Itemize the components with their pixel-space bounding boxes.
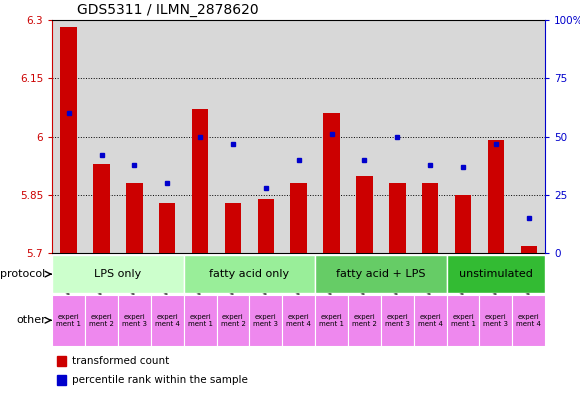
Bar <box>315 255 447 293</box>
Bar <box>258 199 274 253</box>
Bar <box>414 295 447 346</box>
Text: experi
ment 1: experi ment 1 <box>451 314 476 327</box>
Text: experi
ment 3: experi ment 3 <box>253 314 278 327</box>
Bar <box>422 184 438 253</box>
Text: experi
ment 4: experi ment 4 <box>155 314 180 327</box>
Text: experi
ment 2: experi ment 2 <box>89 314 114 327</box>
Text: protocol: protocol <box>1 269 46 279</box>
Bar <box>159 203 175 253</box>
Bar <box>57 375 66 385</box>
Bar <box>184 255 315 293</box>
Bar <box>480 295 512 346</box>
Bar <box>315 295 348 346</box>
Bar <box>381 295 414 346</box>
Text: experi
ment 3: experi ment 3 <box>385 314 410 327</box>
Bar <box>348 295 381 346</box>
Bar <box>118 295 151 346</box>
Bar <box>126 184 143 253</box>
Bar <box>57 356 66 366</box>
Bar <box>60 28 77 253</box>
Text: fatty acid only: fatty acid only <box>209 269 289 279</box>
Bar <box>216 295 249 346</box>
Bar <box>184 295 216 346</box>
Text: unstimulated: unstimulated <box>459 269 533 279</box>
Bar <box>389 184 405 253</box>
Text: experi
ment 1: experi ment 1 <box>56 314 81 327</box>
Bar <box>521 246 537 253</box>
Bar <box>85 295 118 346</box>
Text: experi
ment 3: experi ment 3 <box>483 314 509 327</box>
Bar <box>356 176 372 253</box>
Text: GDS5311 / ILMN_2878620: GDS5311 / ILMN_2878620 <box>77 3 259 17</box>
Bar <box>447 295 480 346</box>
Bar <box>249 295 282 346</box>
Text: experi
ment 4: experi ment 4 <box>516 314 541 327</box>
Bar <box>512 295 545 346</box>
Text: experi
ment 1: experi ment 1 <box>187 314 213 327</box>
Text: experi
ment 4: experi ment 4 <box>418 314 443 327</box>
Text: experi
ment 3: experi ment 3 <box>122 314 147 327</box>
Text: experi
ment 4: experi ment 4 <box>287 314 311 327</box>
Bar <box>324 113 340 253</box>
Bar <box>455 195 471 253</box>
Text: experi
ment 2: experi ment 2 <box>352 314 377 327</box>
Bar <box>291 184 307 253</box>
Bar <box>93 164 110 253</box>
Text: other: other <box>16 315 46 325</box>
Bar <box>192 109 208 253</box>
Text: experi
ment 1: experi ment 1 <box>319 314 344 327</box>
Text: percentile rank within the sample: percentile rank within the sample <box>72 375 248 385</box>
Text: LPS only: LPS only <box>95 269 142 279</box>
Bar <box>52 255 184 293</box>
Bar <box>52 295 85 346</box>
Text: fatty acid + LPS: fatty acid + LPS <box>336 269 426 279</box>
Bar <box>282 295 315 346</box>
Bar <box>488 140 504 253</box>
Text: experi
ment 2: experi ment 2 <box>220 314 245 327</box>
Bar <box>151 295 184 346</box>
Bar <box>225 203 241 253</box>
Text: transformed count: transformed count <box>72 356 169 366</box>
Bar <box>447 255 545 293</box>
